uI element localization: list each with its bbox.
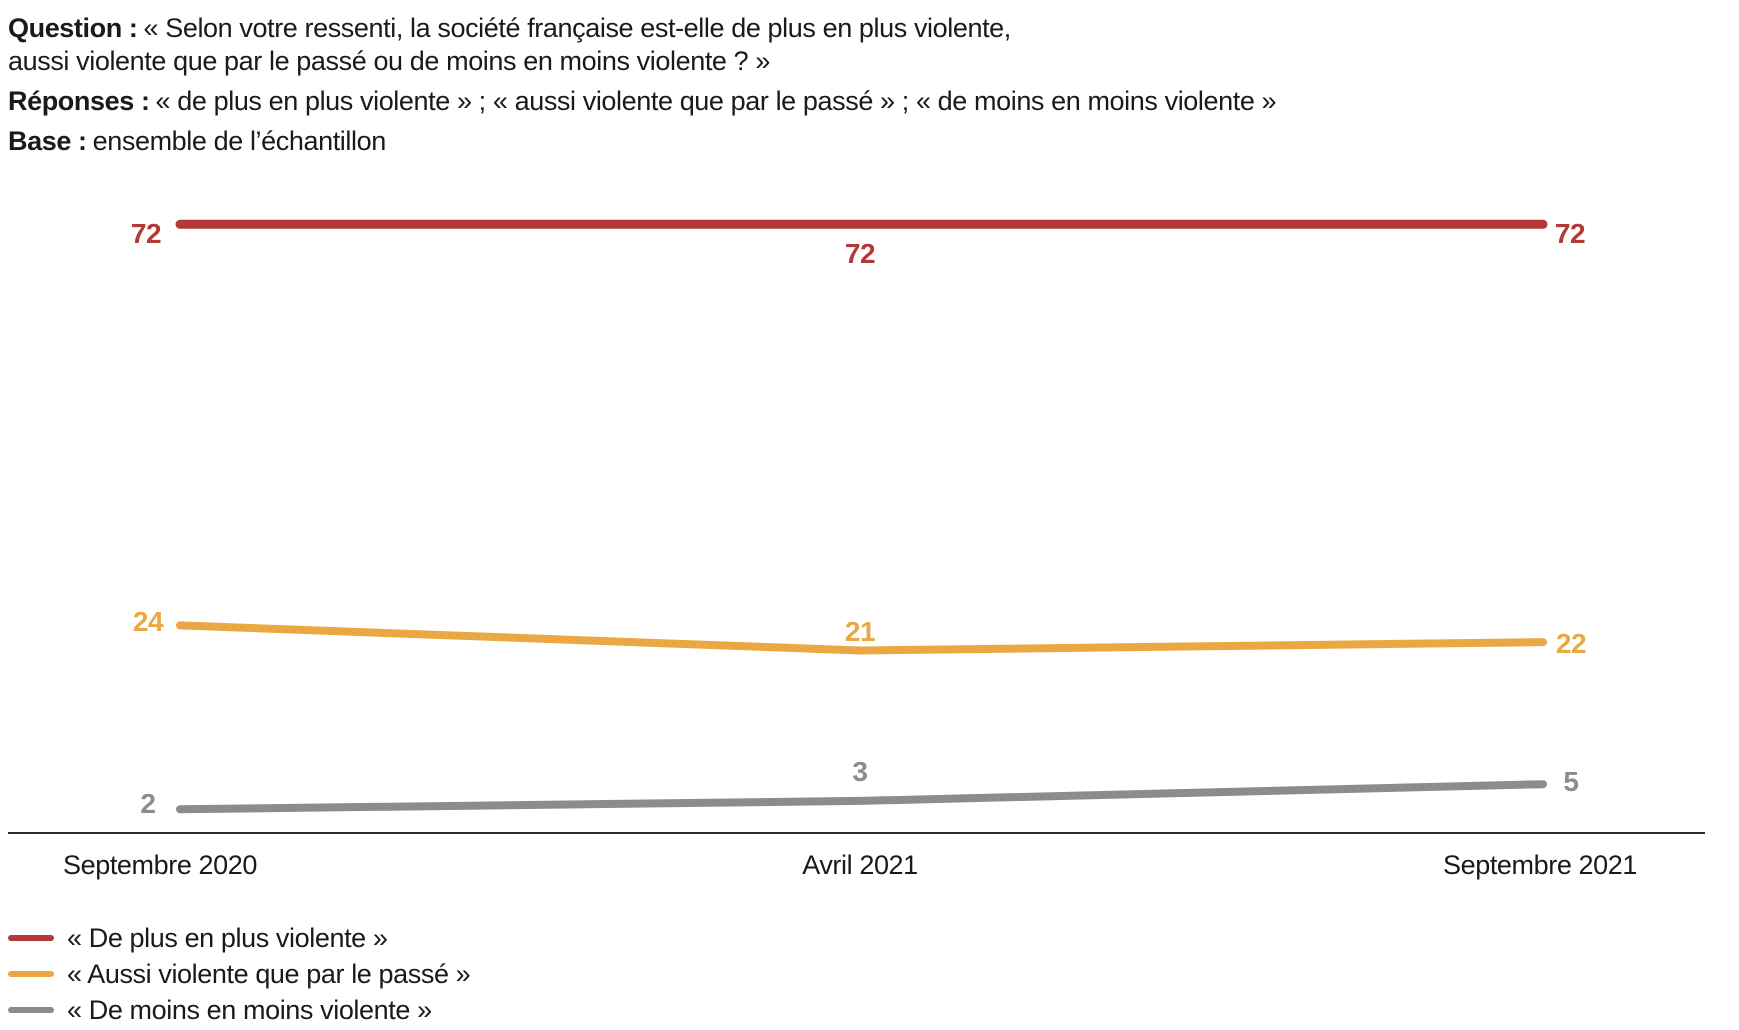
base-label: Base :	[8, 126, 87, 156]
point-label: 3	[852, 755, 868, 787]
responses-line: Réponses : « de plus en plus violente » ;…	[8, 85, 1739, 118]
question-line-1: Question : « Selon votre ressenti, la soc…	[8, 12, 1739, 45]
legend-label: « Aussi violente que par le passé »	[67, 958, 471, 989]
point-label: 21	[844, 615, 876, 647]
base-line: Base : ensemble de l’échantillon	[8, 125, 1739, 158]
legend-label: « De moins en moins violente »	[67, 994, 432, 1025]
series-line-2	[176, 780, 1547, 814]
legend: « De plus en plus violente » « Aussi vio…	[8, 920, 1739, 1028]
legend-swatch-gray	[8, 1007, 54, 1013]
question-text-2: aussi violente que par le passé ou de mo…	[8, 46, 770, 76]
question-text-1: « Selon votre ressenti, la société franç…	[143, 13, 1012, 43]
chart-svg	[175, 219, 1548, 814]
responses-label: Réponses :	[8, 86, 150, 116]
x-axis-line	[8, 832, 1705, 834]
legend-swatch-red	[8, 935, 54, 941]
line-chart: 72 72 72 24 21 22 2 3 5	[0, 172, 1739, 832]
point-label: 72	[844, 238, 876, 270]
legend-swatch-orange	[8, 971, 54, 977]
question-line-2: aussi violente que par le passé ou de mo…	[8, 45, 1739, 78]
legend-item-moins-violente: « De moins en moins violente »	[8, 992, 1739, 1028]
point-label: 24	[132, 606, 164, 638]
point-label: 2	[140, 788, 156, 820]
responses-text: « de plus en plus violente » ; « aussi v…	[155, 86, 1277, 116]
base-text: ensemble de l’échantillon	[92, 126, 387, 156]
point-label: 72	[130, 218, 162, 250]
legend-item-plus-violente: « De plus en plus violente »	[8, 920, 1739, 956]
point-label: 5	[1563, 766, 1579, 798]
legend-item-aussi-violente: « Aussi violente que par le passé »	[8, 956, 1739, 992]
point-label: 72	[1554, 218, 1586, 250]
x-axis-label: Avril 2021	[802, 850, 918, 880]
x-axis-label: Septembre 2021	[1442, 850, 1638, 880]
series-line-1	[176, 621, 1547, 655]
point-label: 22	[1555, 628, 1587, 660]
question-label: Question :	[8, 13, 138, 43]
legend-label: « De plus en plus violente »	[67, 922, 388, 953]
x-axis-labels: Septembre 2020 Avril 2021 Septembre 2021	[0, 834, 1739, 890]
x-axis-label: Septembre 2020	[62, 850, 258, 880]
survey-header: Question : « Selon votre ressenti, la soc…	[0, 0, 1739, 158]
